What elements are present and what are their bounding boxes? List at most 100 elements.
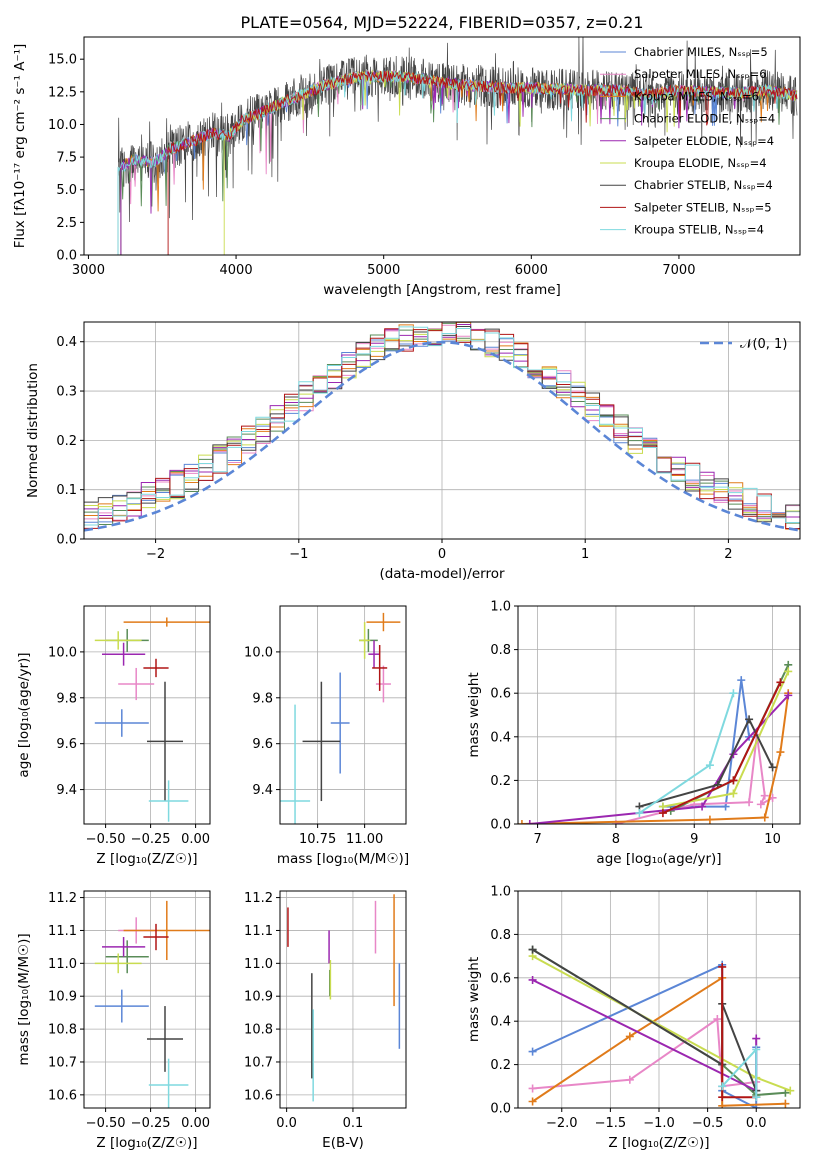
- data-point: [752, 1093, 761, 1102]
- x-tick-label: 0.0: [276, 1116, 297, 1131]
- data-point: [718, 1082, 727, 1091]
- y-tick-label: 9.6: [56, 737, 77, 752]
- legend-entry: Chabrier MILES, Nₛₛₚ=5: [634, 45, 768, 59]
- x-tick-label: −0.50: [86, 1116, 126, 1131]
- series-line: [639, 718, 774, 808]
- y-tick-label: 11.2: [48, 891, 77, 906]
- y-tick-label: 11.1: [244, 924, 273, 939]
- data-point: [784, 691, 793, 700]
- y-tick-label: 1.0: [490, 885, 511, 900]
- y-axis-label: Normed distribution: [25, 363, 41, 498]
- y-tick-label: 0.8: [490, 928, 511, 943]
- y-tick-label: 0.4: [56, 335, 77, 350]
- x-axis-label: Z [log₁₀(Z/Z☉)]: [608, 1135, 709, 1151]
- data-point: [528, 1084, 537, 1093]
- x-tick-label: 10.75: [299, 832, 336, 847]
- y-axis-label: age [log₁₀(age/yr)]: [16, 652, 32, 777]
- x-tick-label: 0.0: [746, 1116, 767, 1131]
- data-point: [528, 1047, 537, 1056]
- legend-entry: Kroupa STELIB, Nₛₛₚ=4: [634, 223, 764, 237]
- y-tick-label: 0.4: [490, 1015, 511, 1030]
- chart-title: PLATE=0564, MJD=52224, FIBERID=0357, z=0…: [240, 13, 643, 32]
- x-tick-label: 1: [581, 547, 589, 562]
- y-tick-label: 7.5: [56, 151, 77, 166]
- y-tick-label: 1.0: [490, 600, 511, 615]
- y-tick-label: 0.1: [56, 483, 77, 498]
- data-point: [625, 1032, 634, 1041]
- data-point: [705, 761, 714, 770]
- y-axis-label: mass weight: [466, 957, 482, 1042]
- data-point: [776, 748, 785, 757]
- y-tick-label: 10.8: [244, 1023, 273, 1038]
- axes-frame: [83, 321, 801, 540]
- data-point: [705, 815, 714, 824]
- y-tick-label: 0.6: [490, 971, 511, 986]
- y-tick-label: 10.7: [244, 1055, 273, 1070]
- x-axis-label: age [log₁₀(age/yr)]: [596, 851, 721, 867]
- data-point: [756, 800, 765, 809]
- y-tick-label: 11.0: [244, 957, 273, 972]
- plot-area-2: [84, 606, 210, 824]
- data-point: [525, 820, 534, 824]
- axes-frame: [83, 36, 801, 256]
- y-tick-label: 0.0: [56, 533, 77, 548]
- data-point: [528, 1097, 537, 1106]
- data-point: [729, 789, 738, 798]
- series-line: [662, 670, 790, 808]
- y-tick-label: 12.5: [48, 85, 77, 100]
- x-tick-label: 0.00: [181, 832, 210, 847]
- histogram-step: [84, 326, 800, 539]
- y-tick-label: 10.0: [48, 645, 77, 660]
- data-point: [718, 962, 727, 971]
- x-axis-label: Z [log₁₀(Z/Z☉)]: [96, 1135, 197, 1151]
- x-tick-label: −1.0: [643, 1116, 675, 1131]
- legend-entry: Chabrier STELIB, Nₛₛₚ=4: [634, 178, 773, 192]
- data-point: [625, 1075, 634, 1084]
- y-tick-label: 11.0: [48, 957, 77, 972]
- x-tick-label: 11.00: [346, 832, 383, 847]
- plot-area-7: [518, 891, 800, 1108]
- data-point: [528, 975, 537, 984]
- data-point: [713, 1015, 722, 1024]
- series-line: [532, 955, 791, 1092]
- y-tick-label: 0.3: [56, 385, 77, 400]
- x-tick-label: 0: [438, 547, 446, 562]
- x-tick-label: 10: [764, 832, 781, 847]
- plot-area-4: [518, 606, 800, 824]
- x-tick-label: −0.50: [86, 832, 126, 847]
- x-tick-label: −1.5: [595, 1116, 627, 1131]
- y-tick-label: 2.5: [56, 216, 77, 231]
- y-axis-label: Flux [fλ10⁻¹⁷ erg cm⁻² s⁻¹ A⁻¹]: [12, 44, 28, 249]
- data-point: [729, 776, 738, 785]
- spectrum-salpeter-stelib: [167, 70, 798, 255]
- y-tick-label: 11.2: [244, 891, 273, 906]
- y-tick-label: 0.2: [490, 774, 511, 789]
- y-tick-label: 0.8: [490, 643, 511, 658]
- y-tick-label: 10.6: [48, 1088, 77, 1103]
- y-tick-label: 10.8: [48, 1023, 77, 1038]
- data-point: [760, 791, 769, 800]
- data-point: [781, 1088, 790, 1097]
- data-point: [752, 1045, 761, 1054]
- data-point: [528, 945, 537, 954]
- data-point: [786, 1086, 795, 1095]
- y-tick-label: 0.2: [490, 1058, 511, 1073]
- data-point: [718, 1093, 727, 1102]
- y-tick-label: 10.9: [244, 990, 273, 1005]
- x-tick-label: 2: [724, 547, 732, 562]
- data-point: [745, 798, 754, 807]
- x-tick-label: −0.5: [692, 1116, 724, 1131]
- x-tick-label: 0.1: [343, 1116, 364, 1131]
- x-tick-label: 9: [690, 832, 698, 847]
- axes-frame: [279, 890, 407, 1109]
- legend-entry: 𝒩(0, 1): [740, 337, 787, 352]
- y-tick-label: 9.8: [252, 691, 273, 706]
- plot-area-0: [117, 37, 798, 255]
- data-point: [635, 809, 644, 818]
- axes-frame: [517, 605, 801, 825]
- y-tick-label: 10.6: [244, 1088, 273, 1103]
- data-point: [718, 1101, 727, 1108]
- data-point: [698, 802, 707, 811]
- data-point: [776, 678, 785, 687]
